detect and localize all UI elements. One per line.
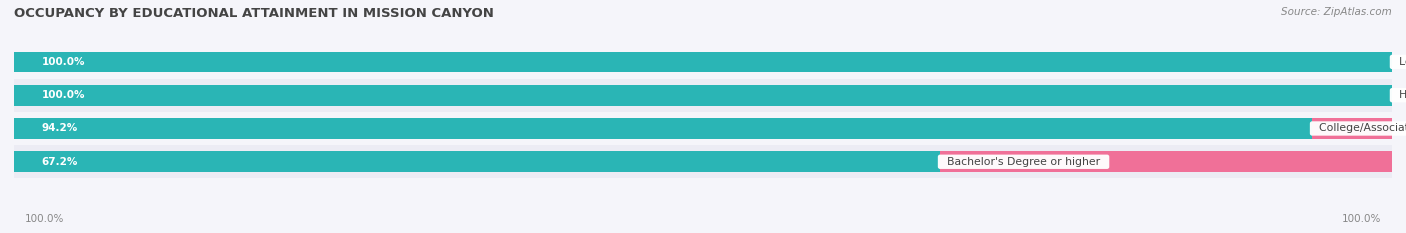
Bar [14, 118, 1312, 139]
Text: College/Associate Degree: College/Associate Degree [1312, 123, 1406, 134]
Bar [14, 45, 1392, 79]
Text: Bachelor's Degree or higher: Bachelor's Degree or higher [941, 157, 1107, 167]
Text: 100.0%: 100.0% [42, 90, 86, 100]
Text: 100.0%: 100.0% [25, 214, 65, 224]
Bar [941, 151, 1392, 172]
Text: Less than High School: Less than High School [1392, 57, 1406, 67]
Bar [14, 85, 1392, 106]
Text: 94.2%: 94.2% [42, 123, 77, 134]
Bar [14, 145, 1392, 178]
Text: 100.0%: 100.0% [1341, 214, 1381, 224]
Text: OCCUPANCY BY EDUCATIONAL ATTAINMENT IN MISSION CANYON: OCCUPANCY BY EDUCATIONAL ATTAINMENT IN M… [14, 7, 494, 20]
Text: 100.0%: 100.0% [42, 57, 86, 67]
Bar [1312, 118, 1392, 139]
Bar [14, 85, 1392, 106]
Bar [14, 118, 1392, 139]
Text: High School Diploma: High School Diploma [1392, 90, 1406, 100]
Bar [14, 79, 1392, 112]
Bar [14, 112, 1392, 145]
Bar [14, 51, 1392, 72]
Text: 67.2%: 67.2% [42, 157, 77, 167]
Bar [14, 51, 1392, 72]
Bar [14, 151, 941, 172]
Bar [14, 151, 1392, 172]
Text: Source: ZipAtlas.com: Source: ZipAtlas.com [1281, 7, 1392, 17]
